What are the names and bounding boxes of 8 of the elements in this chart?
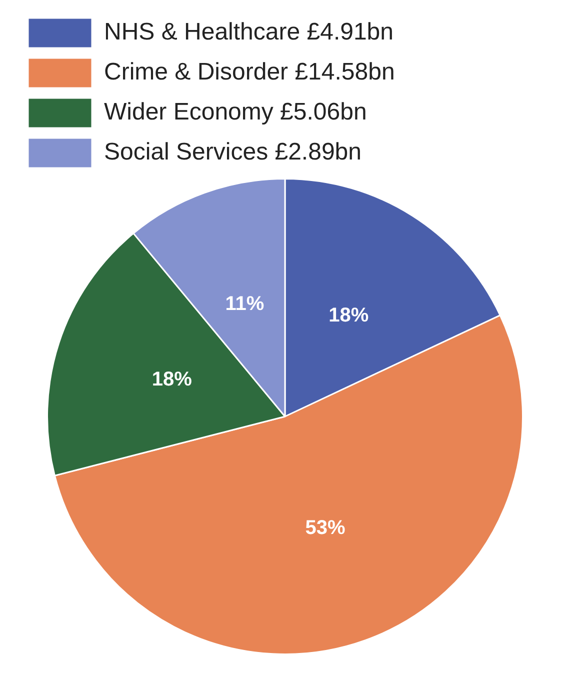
- data-label: 18%: [152, 368, 192, 390]
- data-label: 18%: [328, 304, 369, 327]
- data-label: 53%: [305, 516, 346, 539]
- legend-label: Wider Economy £5.06bn: [104, 98, 367, 126]
- legend-label: Social Services £2.89bn: [104, 138, 362, 166]
- data-label: 11%: [225, 293, 264, 316]
- legend-label: Crime & Disorder £14.58bn: [104, 58, 395, 86]
- legend-label: NHS & Healthcare £4.91bn: [104, 18, 394, 46]
